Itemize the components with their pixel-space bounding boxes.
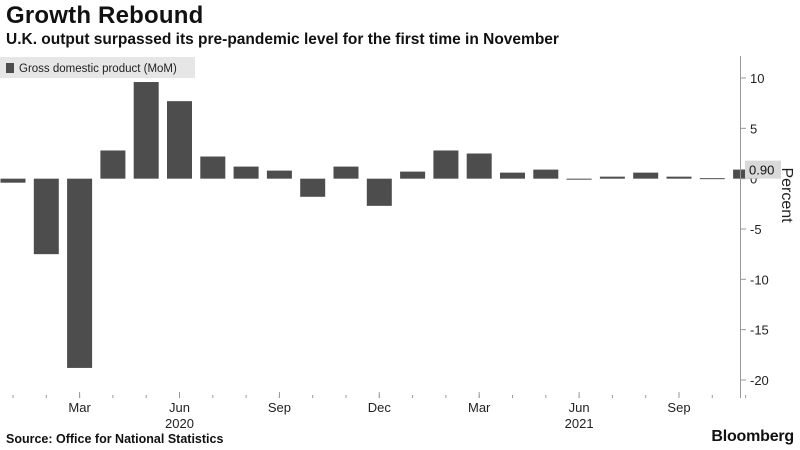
y-tick-label: -15 xyxy=(750,323,769,338)
bar-jun-2021 xyxy=(566,178,592,180)
bar-may-2021 xyxy=(533,169,559,179)
x-tick-label: Mar xyxy=(468,400,491,415)
y-tick-label: -10 xyxy=(750,272,769,287)
x-year-label: 2020 xyxy=(165,416,194,431)
y-tick-label: 0 xyxy=(750,172,757,187)
bar-mar-2021 xyxy=(466,153,492,179)
bar-oct-2021 xyxy=(699,178,725,180)
y-tick-label: 10 xyxy=(750,71,764,86)
bar-jul-2020 xyxy=(200,156,226,179)
bar-jul-2021 xyxy=(599,176,625,179)
bloomberg-logo: Bloomberg xyxy=(711,428,794,445)
legend-swatch xyxy=(6,63,14,73)
bar-jan-2020 xyxy=(0,178,26,183)
bar-feb-2020 xyxy=(33,178,59,255)
bar-feb-2021 xyxy=(433,150,459,179)
x-tick-label: Dec xyxy=(368,400,392,415)
x-year-label: 2021 xyxy=(565,416,594,431)
x-tick-label: Jun xyxy=(569,400,590,415)
bar-mar-2020 xyxy=(67,178,93,368)
y-tick-label: -20 xyxy=(750,373,769,388)
chart-title: Growth Rebound xyxy=(6,2,204,29)
x-tick-label: Jun xyxy=(169,400,190,415)
bar-jun-2020 xyxy=(167,101,192,179)
legend-background xyxy=(0,57,195,78)
x-tick-label: Mar xyxy=(68,400,91,415)
bar-may-2020 xyxy=(133,82,159,179)
bar-jan-2021 xyxy=(400,171,426,179)
chart-subtitle: U.K. output surpassed its pre-pandemic l… xyxy=(6,31,559,48)
bar-oct-2020 xyxy=(300,178,326,197)
y-axis-title: Percent xyxy=(778,167,795,223)
last-value-box xyxy=(745,160,781,179)
source-note: Source: Office for National Statistics xyxy=(6,432,224,446)
bar-apr-2020 xyxy=(100,150,126,179)
bar-aug-2021 xyxy=(633,172,659,179)
x-tick-label: Sep xyxy=(667,400,690,415)
bar-apr-2021 xyxy=(500,172,525,179)
bars-group xyxy=(0,82,759,368)
legend: Gross domestic product (MoM) xyxy=(0,57,195,78)
y-tick-label: 5 xyxy=(750,121,757,136)
bar-dec-2020 xyxy=(366,178,392,206)
axes-group: 10 5 0 -5 -10 -15 -20 0.90 Percent Mar Jun Sep Dec Ma… xyxy=(12,56,795,431)
last-value-label: 0.90 xyxy=(749,163,774,178)
legend-label: Gross domestic product (MoM) xyxy=(19,63,177,75)
bar-aug-2020 xyxy=(233,166,259,179)
x-tick-label: Sep xyxy=(268,400,291,415)
bar-nov-2020 xyxy=(333,166,359,179)
bar-sep-2021 xyxy=(666,176,692,179)
y-tick-label: -5 xyxy=(750,222,762,237)
bar-sep-2020 xyxy=(266,170,292,179)
